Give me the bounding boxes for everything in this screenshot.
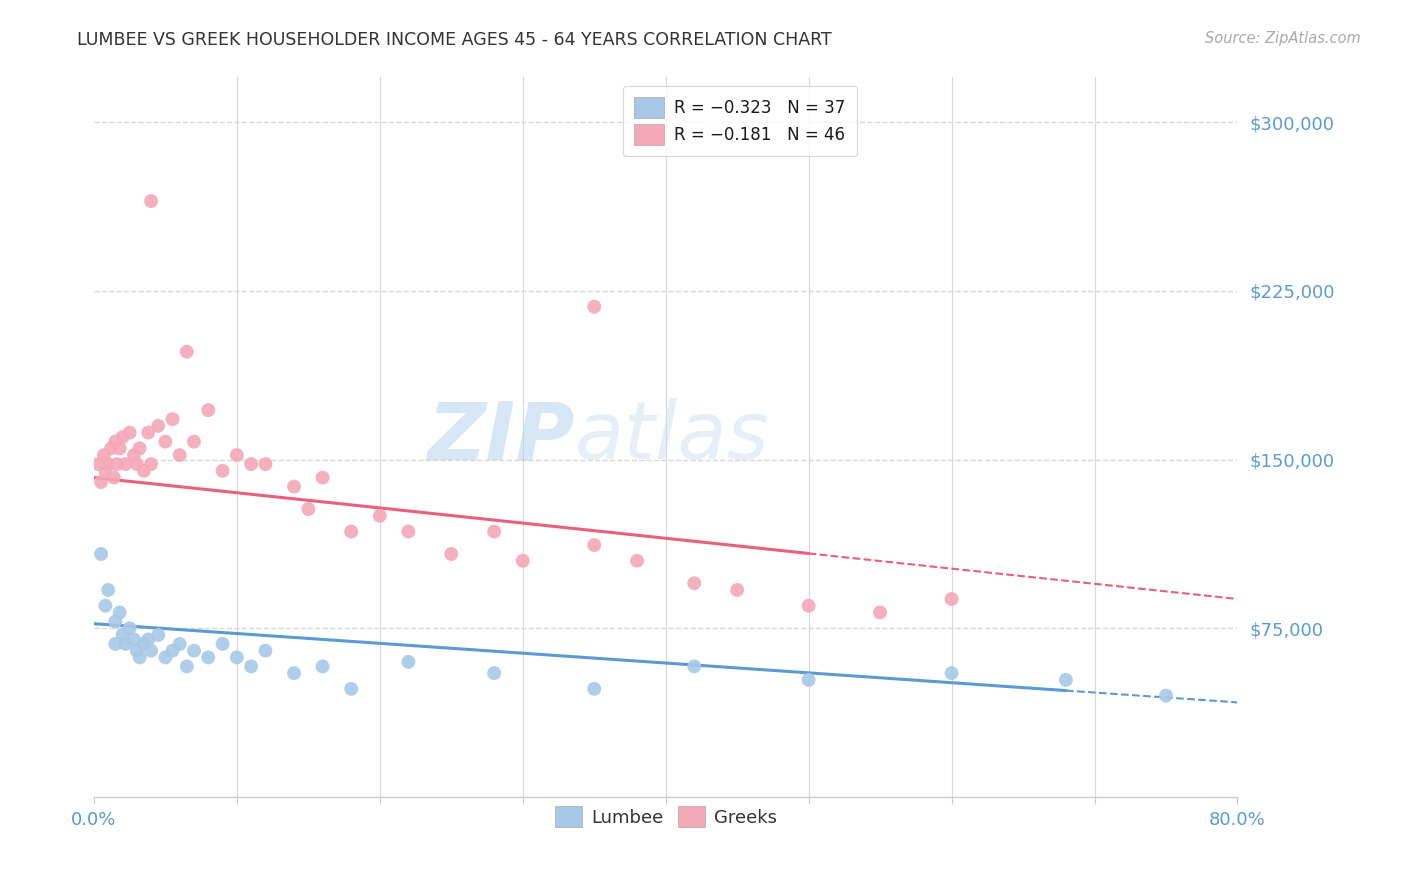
Point: [211, 464, 233, 478]
Point: [169, 637, 191, 651]
Point: [797, 673, 820, 687]
Point: [396, 655, 419, 669]
Point: [90, 547, 112, 561]
Point: [626, 554, 648, 568]
Point: [725, 582, 748, 597]
Point: [155, 650, 177, 665]
Point: [94, 464, 117, 478]
Point: [97, 457, 120, 471]
Point: [941, 591, 963, 606]
Point: [183, 643, 205, 657]
Point: [254, 643, 277, 657]
Point: [311, 659, 333, 673]
Point: [132, 637, 155, 651]
Point: [90, 475, 112, 489]
Point: [683, 659, 706, 673]
Point: [93, 448, 115, 462]
Point: [136, 632, 159, 647]
Point: [1154, 689, 1177, 703]
Point: [297, 502, 319, 516]
Point: [683, 576, 706, 591]
Legend: Lumbee, Greeks: Lumbee, Greeks: [547, 799, 785, 835]
Point: [114, 457, 136, 471]
Point: [1054, 673, 1077, 687]
Point: [240, 659, 263, 673]
Point: [139, 194, 162, 208]
Point: [240, 457, 263, 471]
Point: [340, 681, 363, 696]
Text: ZIP: ZIP: [427, 398, 574, 476]
Point: [197, 650, 219, 665]
Point: [211, 637, 233, 651]
Text: atlas: atlas: [574, 398, 769, 476]
Point: [396, 524, 419, 539]
Point: [136, 425, 159, 440]
Point: [103, 470, 125, 484]
Point: [139, 457, 162, 471]
Point: [283, 666, 305, 681]
Point: [512, 554, 534, 568]
Point: [176, 344, 198, 359]
Point: [111, 628, 134, 642]
Point: [368, 508, 391, 523]
Point: [97, 582, 120, 597]
Text: Source: ZipAtlas.com: Source: ZipAtlas.com: [1205, 31, 1361, 46]
Point: [583, 300, 606, 314]
Point: [128, 442, 150, 456]
Point: [254, 457, 277, 471]
Point: [139, 643, 162, 657]
Point: [132, 464, 155, 478]
Point: [122, 448, 145, 462]
Point: [148, 628, 170, 642]
Point: [311, 470, 333, 484]
Point: [108, 442, 131, 456]
Point: [125, 643, 148, 657]
Point: [122, 632, 145, 647]
Point: [118, 621, 141, 635]
Point: [100, 442, 122, 456]
Point: [108, 606, 131, 620]
Point: [111, 430, 134, 444]
Point: [797, 599, 820, 613]
Point: [169, 448, 191, 462]
Point: [183, 434, 205, 449]
Point: [225, 650, 247, 665]
Point: [583, 538, 606, 552]
Point: [155, 434, 177, 449]
Point: [148, 418, 170, 433]
Point: [482, 666, 505, 681]
Point: [104, 434, 127, 449]
Point: [440, 547, 463, 561]
Point: [869, 606, 891, 620]
Point: [105, 457, 128, 471]
Point: [162, 412, 184, 426]
Point: [583, 681, 606, 696]
Point: [128, 650, 150, 665]
Point: [225, 448, 247, 462]
Point: [125, 457, 148, 471]
Point: [94, 599, 117, 613]
Point: [340, 524, 363, 539]
Text: LUMBEE VS GREEK HOUSEHOLDER INCOME AGES 45 - 64 YEARS CORRELATION CHART: LUMBEE VS GREEK HOUSEHOLDER INCOME AGES …: [77, 31, 832, 49]
Point: [197, 403, 219, 417]
Point: [941, 666, 963, 681]
Point: [104, 637, 127, 651]
Point: [482, 524, 505, 539]
Point: [176, 659, 198, 673]
Point: [104, 615, 127, 629]
Point: [118, 425, 141, 440]
Point: [87, 457, 110, 471]
Point: [162, 643, 184, 657]
Point: [283, 479, 305, 493]
Point: [114, 637, 136, 651]
